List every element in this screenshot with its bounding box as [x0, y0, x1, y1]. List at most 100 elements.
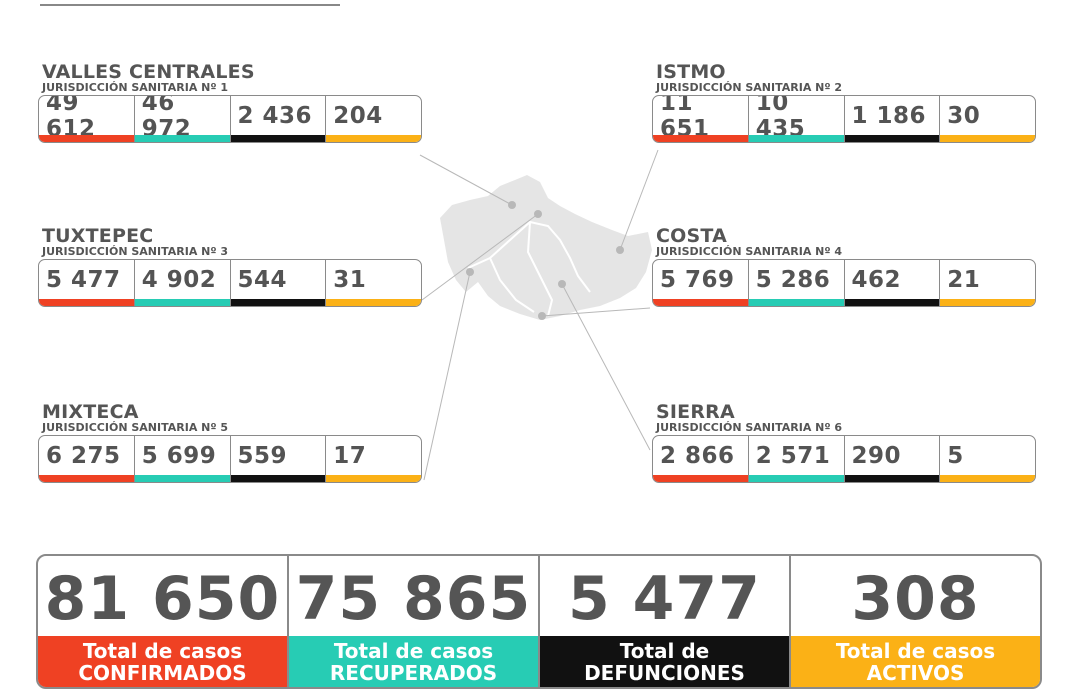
total-value: 81 650	[44, 564, 281, 634]
color-bar	[940, 299, 1035, 306]
color-bar	[326, 135, 421, 142]
color-bar	[844, 299, 940, 306]
stat-recuperados: 4 902	[134, 260, 231, 306]
stat-value: 5 699	[141, 443, 217, 469]
color-bar	[39, 299, 134, 306]
region-stats: 6 275 5 699 559 17	[38, 435, 422, 483]
region-jurisdiction: JURISDICCIÓN SANITARIA Nº 4	[656, 245, 843, 258]
color-bar	[844, 135, 940, 142]
region-jurisdiction: JURISDICCIÓN SANITARIA Nº 1	[42, 81, 229, 94]
state-silhouette	[440, 175, 652, 320]
leader-tuxtepec	[421, 213, 539, 301]
color-bar	[326, 475, 421, 482]
stat-value: 1 186	[851, 103, 927, 129]
color-bar	[39, 135, 134, 142]
stat-activos: 31	[326, 260, 421, 306]
color-bar	[748, 475, 844, 482]
dot-tuxtepec	[534, 210, 542, 218]
stat-value: 559	[237, 443, 288, 469]
stat-recuperados: 5 286	[748, 260, 845, 306]
totals-panel: 81 650 Total de casos CONFIRMADOS 75 865…	[36, 554, 1042, 689]
region-name: SIERRA	[656, 401, 735, 423]
total-label: Total de casos ACTIVOS	[791, 636, 1040, 687]
stat-value: 6 275	[46, 443, 121, 469]
total-label-line2: ACTIVOS	[866, 661, 965, 685]
color-bar	[134, 475, 230, 482]
stat-activos: 5	[940, 436, 1035, 482]
dot-costa	[538, 312, 546, 320]
total-label-line2: CONFIRMADOS	[78, 661, 247, 685]
color-bar	[230, 299, 326, 306]
stat-defunciones: 559	[230, 436, 327, 482]
stat-defunciones: 290	[844, 436, 941, 482]
color-bar	[326, 299, 421, 306]
total-label-line1: Total de casos	[835, 639, 996, 663]
stat-value: 4 902	[141, 267, 217, 293]
header-divider	[40, 0, 340, 6]
region-name: TUXTEPEC	[42, 225, 154, 247]
color-bar	[653, 299, 748, 306]
stat-value: 2 571	[755, 443, 831, 469]
dot-istmo	[616, 246, 624, 254]
stat-recuperados: 46 972	[134, 96, 231, 142]
stat-value: 2 866	[660, 443, 735, 469]
total-defunciones: 5 477 Total de DEFUNCIONES	[540, 556, 791, 687]
total-recuperados: 75 865 Total de casos RECUPERADOS	[289, 556, 540, 687]
stat-value: 30	[947, 103, 981, 129]
stat-value: 21	[947, 267, 981, 293]
stat-activos: 204	[326, 96, 421, 142]
region-valles-centrales: VALLES CENTRALES JURISDICCIÓN SANITARIA …	[38, 62, 424, 143]
region-stats: 5 477 4 902 544 31	[38, 259, 422, 307]
region-jurisdiction: JURISDICCIÓN SANITARIA Nº 5	[42, 421, 229, 434]
region-istmo: ISTMO JURISDICCIÓN SANITARIA Nº 2 11 651…	[652, 62, 1038, 143]
stat-confirmados: 2 866	[653, 436, 749, 482]
stat-defunciones: 462	[844, 260, 941, 306]
stat-value: 5 477	[46, 267, 121, 293]
region-tuxtepec: TUXTEPEC JURISDICCIÓN SANITARIA Nº 3 5 4…	[38, 226, 424, 307]
region-name: MIXTECA	[42, 401, 139, 423]
total-label: Total de DEFUNCIONES	[540, 636, 789, 687]
oaxaca-map	[419, 149, 659, 481]
stat-recuperados: 10 435	[748, 96, 845, 142]
color-bar	[748, 135, 844, 142]
total-activos: 308 Total de casos ACTIVOS	[791, 556, 1040, 687]
region-jurisdiction: JURISDICCIÓN SANITARIA Nº 6	[656, 421, 843, 434]
dot-valles	[508, 201, 516, 209]
stat-confirmados: 11 651	[653, 96, 749, 142]
stat-defunciones: 544	[230, 260, 327, 306]
stat-activos: 21	[940, 260, 1035, 306]
stat-value: 544	[237, 267, 288, 293]
total-label-line1: Total de casos	[82, 639, 243, 663]
color-bar	[940, 475, 1035, 482]
color-bar	[653, 135, 748, 142]
stat-recuperados: 5 699	[134, 436, 231, 482]
total-label-line2: RECUPERADOS	[329, 661, 498, 685]
stat-value: 290	[851, 443, 902, 469]
stat-activos: 17	[326, 436, 421, 482]
dot-sierra	[558, 280, 566, 288]
color-bar	[940, 135, 1035, 142]
stat-defunciones: 1 186	[844, 96, 941, 142]
region-stats: 2 866 2 571 290 5	[652, 435, 1036, 483]
region-jurisdiction: JURISDICCIÓN SANITARIA Nº 2	[656, 81, 843, 94]
color-bar	[134, 135, 230, 142]
region-jurisdiction: JURISDICCIÓN SANITARIA Nº 3	[42, 245, 229, 258]
color-bar	[653, 475, 748, 482]
color-bar	[230, 475, 326, 482]
stat-value: 5 286	[755, 267, 831, 293]
total-value: 308	[851, 564, 980, 634]
leader-valles	[419, 154, 513, 206]
total-label-line2: DEFUNCIONES	[584, 661, 745, 685]
color-bar	[39, 475, 134, 482]
color-bar	[844, 475, 940, 482]
stat-confirmados: 5 769	[653, 260, 749, 306]
stat-defunciones: 2 436	[230, 96, 327, 142]
color-bar	[748, 299, 844, 306]
total-value: 75 865	[295, 564, 532, 634]
leader-sierra	[561, 283, 651, 451]
leader-istmo	[619, 149, 659, 251]
total-confirmados: 81 650 Total de casos CONFIRMADOS	[38, 556, 289, 687]
region-stats: 11 651 10 435 1 186 30	[652, 95, 1036, 143]
region-name: VALLES CENTRALES	[42, 61, 255, 83]
stat-confirmados: 49 612	[39, 96, 135, 142]
